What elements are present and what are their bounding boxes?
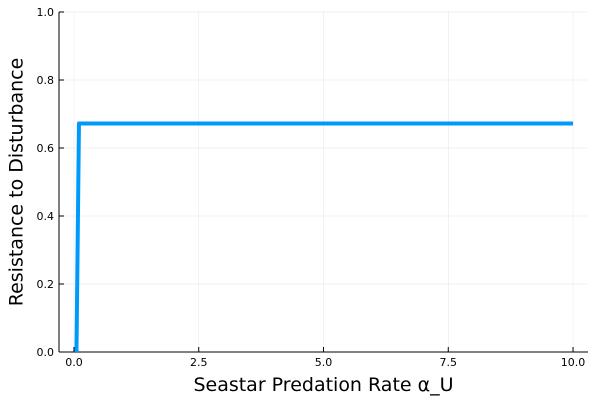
series-line bbox=[74, 121, 574, 353]
x-tick-label: 0.0 bbox=[65, 356, 83, 369]
y-tick-label: 0.2 bbox=[37, 278, 55, 291]
y-tick-label: 0.8 bbox=[37, 74, 55, 87]
y-tick-label: 0.0 bbox=[37, 346, 55, 359]
y-tick-label: 0.6 bbox=[37, 142, 55, 155]
y-tick-label: 1.0 bbox=[37, 6, 55, 19]
x-axis-label: Seastar Predation Rate α_U bbox=[193, 374, 453, 396]
tick-labels: 0.0 2.5 5.0 7.5 10.0 0.0 0.2 0.4 0.6 0.8 1.0 bbox=[37, 6, 586, 369]
x-tick-label: 7.5 bbox=[440, 356, 458, 369]
series-layer bbox=[74, 121, 574, 353]
tick-marks bbox=[59, 11, 574, 353]
y-axis-label: Resistance to Disturbance bbox=[6, 58, 28, 307]
x-tick-label: 5.0 bbox=[315, 356, 333, 369]
x-tick-label: 10.0 bbox=[561, 356, 586, 369]
y-tick-label: 0.4 bbox=[37, 210, 55, 223]
x-tick-label: 2.5 bbox=[190, 356, 208, 369]
